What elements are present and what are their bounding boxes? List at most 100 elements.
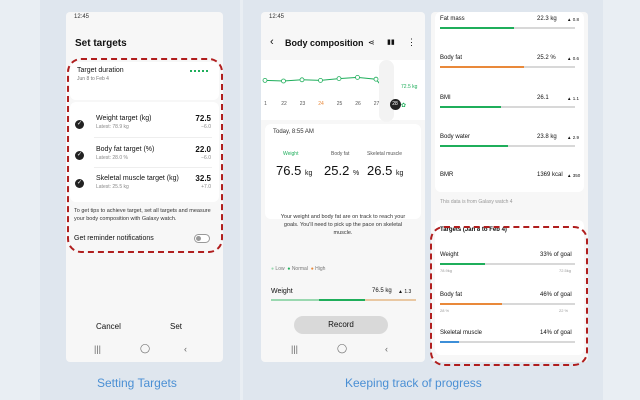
chart-icon[interactable]: ▮▮ [387,39,395,46]
detail-label: Body fat [440,55,463,61]
detail-delta: ▲ 0.6 [567,56,579,61]
trend-point[interactable] [262,77,268,83]
metric-value: 76.5 kg [276,163,312,178]
metric-value: 25.2 % [324,163,359,178]
detail-value: 26.1 [537,95,549,101]
detail-value: 1369 kcal [537,172,563,178]
metric-value-number: 25.2 [324,163,350,178]
metric-unit: kg [304,170,313,177]
detail-delta: ▲ 2.9 [567,135,579,140]
divider [94,137,212,138]
target-label: Skeletal muscle [440,330,483,336]
timestamp: Today, 8:55 AM [273,129,314,135]
highlight-outline [67,58,223,253]
target-item-sub: Latest: 28.0 % [96,155,128,161]
date-tick[interactable]: 27 [373,101,380,107]
metric-unit: % [352,170,360,177]
detail-value: 22.3 kg [537,16,557,22]
weight-trend-chart [262,74,397,105]
target-progress-bar [440,303,575,305]
target-label: Body fat [440,292,463,298]
date-tick[interactable]: 26 [355,101,361,107]
targets-title: Targets (Jan 8 to Feb 4) [440,227,507,233]
detail-delta: ▲ 0.8 [567,17,579,22]
weight-row-value: 76.5 kg [372,288,392,294]
date-tick[interactable]: 25 [336,101,343,107]
highlight-outline [430,226,588,366]
target-item-value[interactable]: 32.5 [195,174,211,183]
legend-high: High [315,266,326,272]
recent-apps-icon[interactable]: ||| [291,344,299,354]
trend-point[interactable] [336,76,342,82]
recent-apps-icon[interactable]: ||| [94,344,102,354]
legend-normal: Normal [291,266,308,272]
target-item-label: Skeletal muscle target (kg) [96,175,179,182]
metric-value-number: 76.5 [276,163,302,178]
duration-card[interactable] [70,62,219,100]
targets-card [70,102,219,202]
summary-card [265,124,421,219]
target-item-label: Body fat target (%) [96,146,155,153]
detail-range-bar [440,27,575,29]
cancel-button[interactable]: Cancel [96,322,121,331]
date-row: 1 22 23 24 25 26 27 28 [261,99,425,112]
trend-point[interactable] [373,76,379,82]
target-item-sub: Latest: 78.9 kg [96,124,129,130]
detail-label: BMI [440,95,451,101]
target-item-value[interactable]: 72.5 [195,114,211,123]
detail-label: BMR [440,172,454,178]
duration-value: Jun 8 to Feb 4 [77,76,109,82]
detail-delta: ▲ 1.1 [567,96,579,101]
checkbox-checked-icon[interactable]: ✓ [75,151,84,160]
checkbox-checked-icon[interactable]: ✓ [75,179,84,188]
caption-setting-targets: Setting Targets [97,376,177,390]
target-progress-bar [440,263,575,265]
target-item-sub: Latest: 25.5 kg [96,184,129,190]
detail-delta: ▲ 350 [567,173,581,178]
selected-date-highlight [379,60,394,122]
trend-point[interactable] [299,77,305,83]
date-tick[interactable]: 28 [389,99,401,110]
metric-value-number: 26.5 [367,163,393,178]
date-tick[interactable]: 23 [299,101,306,107]
status-time: 12:45 [269,14,285,20]
trend-point[interactable] [355,74,360,80]
date-tick[interactable]: 22 [281,101,287,107]
metric-unit: kg [395,170,404,177]
back-icon[interactable]: ‹ [184,344,187,354]
reminder-toggle[interactable] [194,234,210,243]
chart-value-label: 72.5 kg [401,84,418,90]
range-legend: ● Low ● Normal ● High [271,266,326,272]
details-card [435,12,584,192]
trend-chart-area [261,60,425,120]
target-item-delta: +7.0 [201,184,211,190]
trend-point[interactable] [318,77,323,83]
page-title: Set targets [75,38,127,49]
metric-value: 26.5 kg [367,163,403,178]
target-item-value[interactable]: 22.0 [195,145,211,154]
share-icon[interactable]: ⋖ [368,38,375,47]
target-label: Weight [440,252,459,258]
target-progress-bar [440,341,575,343]
record-button[interactable]: Record [294,316,388,334]
detail-range-bar [440,145,575,147]
trend-point[interactable] [281,78,286,84]
advice-text: Your weight and body fat are on track to… [280,214,406,236]
detail-range-bar [440,66,575,68]
plant-icon: ✿ [401,103,407,109]
date-tick[interactable]: 1 [264,101,267,107]
home-icon[interactable]: ◯ [337,343,348,353]
target-goal-value: 22 % [559,308,569,313]
page-title: Body composition [285,38,364,48]
more-options-icon[interactable]: ⋮ [407,37,416,47]
back-arrow-icon[interactable]: ‹ [270,36,274,48]
set-button[interactable]: Set [170,322,183,331]
body-composition-screen: 12:45 ‹ Body composition ⋖ ▮▮ ⋮ 72.5 kg … [261,12,425,362]
legend-low: Low [275,266,285,272]
back-icon[interactable]: ‹ [385,344,388,354]
duration-indicator [190,70,208,72]
home-icon[interactable]: ◯ [140,343,151,353]
targets-progress-screen: Fat mass 22.3 kg ▲ 0.8 Body fat 25.2 % ▲ 0.6 B… [431,12,588,362]
checkbox-checked-icon[interactable]: ✓ [75,120,84,129]
date-tick[interactable]: 24 [318,101,324,107]
